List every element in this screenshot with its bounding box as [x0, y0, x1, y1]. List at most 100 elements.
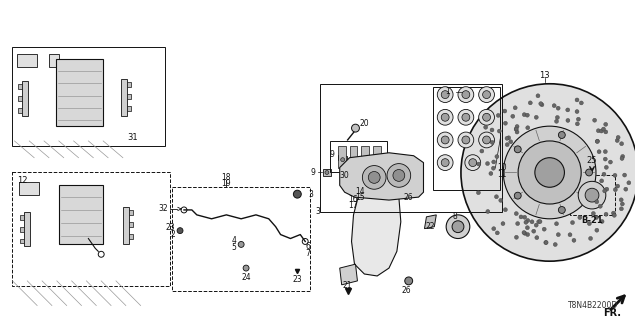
Circle shape: [486, 210, 490, 213]
Circle shape: [504, 208, 508, 212]
Circle shape: [479, 109, 495, 125]
Circle shape: [518, 141, 581, 204]
Circle shape: [597, 150, 601, 154]
Circle shape: [522, 230, 526, 235]
Text: FR.: FR.: [603, 308, 621, 318]
Circle shape: [624, 187, 628, 191]
Text: 9: 9: [310, 168, 315, 177]
Circle shape: [514, 127, 518, 131]
Circle shape: [490, 140, 494, 144]
Circle shape: [600, 220, 604, 223]
Circle shape: [616, 184, 620, 188]
Polygon shape: [121, 79, 127, 116]
Circle shape: [538, 220, 542, 224]
Circle shape: [578, 216, 582, 220]
Circle shape: [497, 113, 500, 117]
Circle shape: [620, 207, 623, 211]
Text: 23: 23: [166, 223, 175, 232]
Circle shape: [407, 188, 415, 196]
Circle shape: [578, 181, 606, 209]
Circle shape: [612, 213, 616, 217]
Circle shape: [362, 165, 386, 189]
Circle shape: [604, 212, 608, 216]
Text: 3: 3: [308, 190, 313, 199]
Polygon shape: [373, 146, 381, 168]
Circle shape: [507, 136, 511, 140]
Circle shape: [368, 172, 380, 183]
Text: 14: 14: [355, 187, 364, 196]
Circle shape: [515, 192, 521, 199]
Circle shape: [479, 132, 495, 148]
Polygon shape: [19, 84, 22, 89]
Circle shape: [513, 106, 517, 110]
Text: 32: 32: [159, 204, 168, 213]
Circle shape: [554, 119, 559, 123]
Circle shape: [490, 128, 494, 132]
Circle shape: [519, 215, 523, 219]
Circle shape: [458, 109, 474, 125]
Circle shape: [515, 130, 519, 134]
Bar: [320, 84, 502, 212]
Circle shape: [595, 200, 599, 204]
Text: 16: 16: [348, 195, 358, 204]
Polygon shape: [22, 81, 28, 116]
Circle shape: [501, 222, 505, 226]
Polygon shape: [127, 107, 131, 111]
Circle shape: [515, 146, 521, 153]
Polygon shape: [424, 215, 436, 229]
Circle shape: [514, 127, 518, 131]
Circle shape: [437, 132, 453, 148]
Circle shape: [534, 115, 538, 119]
Polygon shape: [362, 146, 369, 168]
Circle shape: [615, 139, 620, 142]
Circle shape: [458, 87, 474, 102]
Circle shape: [566, 118, 570, 122]
Circle shape: [393, 170, 404, 181]
Polygon shape: [340, 264, 358, 285]
Circle shape: [605, 187, 609, 191]
Circle shape: [526, 126, 530, 130]
Circle shape: [499, 198, 503, 202]
Polygon shape: [129, 222, 132, 227]
Text: 8: 8: [452, 212, 458, 221]
Circle shape: [570, 220, 575, 225]
Circle shape: [293, 190, 301, 198]
Bar: [330, 141, 387, 172]
Circle shape: [577, 117, 580, 121]
Circle shape: [544, 241, 548, 244]
Circle shape: [568, 233, 572, 237]
Text: 12: 12: [17, 176, 28, 185]
Circle shape: [525, 113, 529, 117]
Text: 2: 2: [170, 230, 175, 239]
Circle shape: [595, 140, 599, 143]
Circle shape: [535, 236, 539, 240]
Circle shape: [575, 109, 579, 114]
Circle shape: [446, 215, 470, 238]
Text: 4: 4: [231, 236, 236, 245]
Circle shape: [458, 132, 474, 148]
Circle shape: [539, 102, 543, 106]
Circle shape: [351, 124, 360, 132]
Circle shape: [556, 233, 560, 236]
Polygon shape: [49, 54, 59, 67]
Circle shape: [553, 243, 557, 246]
Circle shape: [534, 223, 538, 227]
Circle shape: [604, 122, 607, 126]
Text: 9: 9: [330, 150, 335, 159]
Circle shape: [515, 124, 519, 128]
Circle shape: [524, 220, 528, 224]
Circle shape: [604, 157, 607, 161]
Text: 20: 20: [360, 119, 369, 128]
Circle shape: [556, 116, 559, 119]
Text: 10: 10: [497, 163, 507, 172]
Circle shape: [526, 219, 530, 222]
Text: 17: 17: [348, 202, 358, 211]
Circle shape: [603, 189, 607, 193]
Circle shape: [505, 136, 509, 140]
Circle shape: [627, 181, 631, 185]
Text: 25: 25: [587, 156, 597, 165]
Circle shape: [509, 140, 513, 144]
Circle shape: [404, 277, 413, 285]
Polygon shape: [20, 227, 24, 232]
Circle shape: [505, 143, 509, 147]
